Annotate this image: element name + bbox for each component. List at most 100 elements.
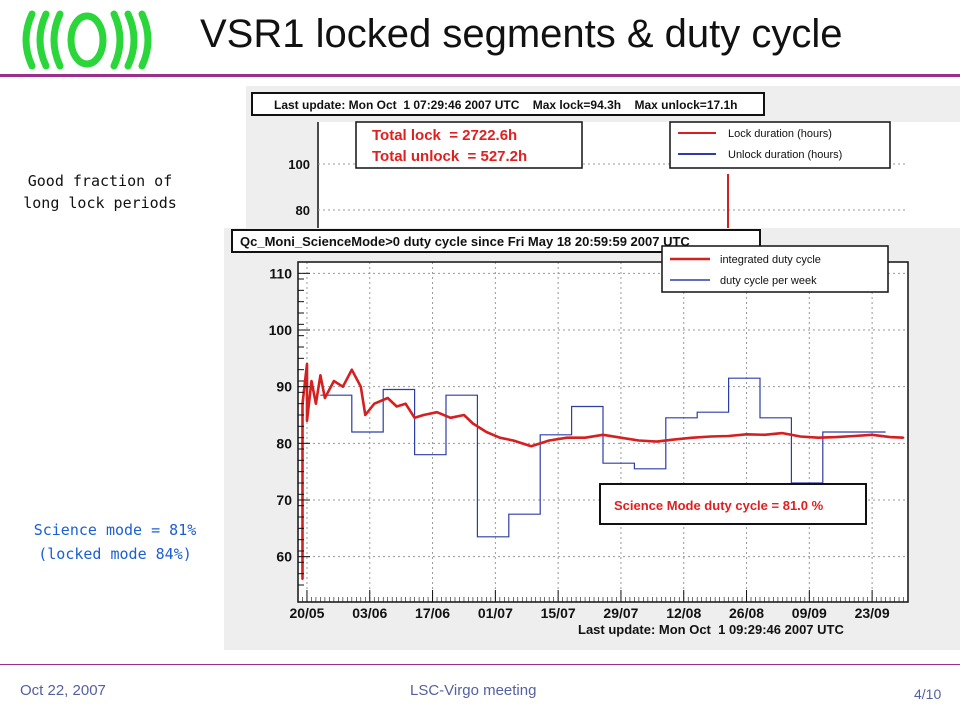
integrated-duty-point (727, 435, 730, 437)
x-tick-label: 29/07 (603, 605, 638, 621)
integrated-duty-point (413, 416, 416, 419)
integrated-duty-point (512, 439, 515, 442)
chart-subtitle: Last update: Mon Oct 1 09:29:46 2007 UTC (578, 622, 844, 637)
integrated-duty-point (395, 405, 398, 408)
chart-title: Qc_Moni_ScienceMode>0 duty cycle since F… (240, 234, 690, 249)
x-tick-label: 20/05 (289, 605, 324, 621)
x-tick-label: 23/09 (855, 605, 890, 621)
y-tick-label: 110 (269, 265, 292, 281)
integrated-duty-point (350, 368, 353, 371)
footer-meeting: LSC-Virgo meeting (410, 682, 537, 699)
integrated-duty-point (306, 363, 308, 365)
integrated-duty-point (637, 439, 640, 442)
science-note: Science mode = 81% (locked mode 84%) (10, 518, 220, 566)
lock-note-line-2: long lock periods (23, 194, 177, 212)
virgo-logo (22, 10, 152, 70)
science-note-line-2: (locked mode 84%) (38, 545, 192, 563)
total-lock-text: Total lock = 2722.6h (372, 127, 517, 144)
x-tick-label: 09/09 (792, 605, 827, 621)
integrated-duty-point (655, 440, 658, 443)
unlock-legend-label: Unlock duration (hours) (728, 149, 842, 161)
integrated-duty-point (485, 431, 488, 433)
integrated-duty-point (359, 385, 362, 388)
weekly-duty-line (320, 377, 886, 538)
lock-totals-box (355, 121, 583, 169)
x-tick-label: 12/08 (666, 605, 701, 621)
integrated-duty-point (364, 414, 367, 416)
footer-date: Oct 22, 2007 (20, 682, 106, 699)
integrated-duty-point (602, 433, 604, 436)
y-tick-label: 80 (276, 435, 292, 451)
lock-note: Good fraction of long lock periods (10, 170, 190, 214)
x-tick-label: 01/07 (478, 605, 513, 621)
lock-header-box (251, 92, 765, 116)
integrated-duty-point (889, 436, 891, 438)
integrated-duty-point (310, 380, 313, 382)
integrated-duty-point (691, 436, 694, 439)
integrated-duty-point (799, 435, 802, 438)
integrated-duty-point (301, 578, 304, 581)
integrated-duty-point (548, 439, 551, 442)
y-tick-label: 90 (276, 379, 292, 395)
footer-divider (0, 664, 960, 665)
science-note-line-1: Science mode = 81% (33, 521, 197, 539)
slide-title: VSR1 locked segments & duty cycle (200, 12, 843, 56)
lock-ytick-100: 100 (288, 157, 310, 172)
integrated-duty-point (422, 414, 425, 416)
integrated-duty-point (673, 438, 676, 441)
integrated-duty-point (315, 402, 317, 405)
integrated-duty-point (341, 385, 344, 388)
integrated-duty-line (301, 362, 904, 580)
integrated-duty-point (781, 432, 784, 435)
integrated-duty-point (463, 414, 465, 416)
chart-legend (661, 245, 889, 293)
x-tick-label: 26/08 (729, 605, 764, 621)
integrated-duty-point (472, 422, 474, 425)
lock-note-line-1: Good fraction of (27, 172, 173, 190)
lock-ytick-80: 80 (296, 203, 310, 218)
duty-cycle-chart: 60 70 80 90 100 110 20/05 03/06 17/06 01/07 15/07… (224, 228, 960, 650)
legend-label-weekly: duty cycle per week (720, 275, 817, 287)
chart-title-box (231, 229, 761, 253)
integrated-duty-point (386, 397, 389, 399)
integrated-duty-point (871, 433, 874, 436)
integrated-duty-point (498, 436, 501, 439)
integrated-duty-point (332, 380, 335, 382)
integrated-duty-point (745, 433, 748, 436)
duty-annotation-box (599, 483, 867, 525)
integrated-duty-point (835, 436, 838, 438)
integrated-duty-point (566, 436, 569, 439)
x-tick-label: 03/06 (352, 605, 387, 621)
weekly-duty-series (320, 377, 886, 538)
integrated-duty-point (902, 436, 905, 439)
integrated-duty-series (301, 362, 905, 581)
total-unlock-text: Total unlock = 527.2h (372, 148, 527, 165)
legend-label-integrated: integrated duty cycle (720, 254, 821, 266)
x-tick-label: 17/06 (415, 605, 450, 621)
y-tick-label: 70 (276, 492, 292, 508)
footer-page-number: 4/10 (914, 686, 942, 702)
integrated-duty-point (319, 374, 322, 377)
lock-duration-plot: Last update: Mon Oct 1 07:29:46 2007 UTC… (246, 86, 960, 228)
integrated-duty-point (324, 397, 326, 399)
y-tick-label: 60 (276, 549, 292, 565)
y-tick-labels: 60 70 80 90 100 110 (269, 265, 293, 564)
integrated-duty-point (436, 411, 438, 414)
title-divider (0, 74, 960, 77)
lock-header-text: Last update: Mon Oct 1 07:29:46 2007 UTC… (274, 98, 738, 112)
integrated-duty-point (373, 402, 376, 405)
integrated-duty-point (620, 436, 622, 439)
x-tick-labels: 20/05 03/06 17/06 01/07 15/07 29/07 12/08 26/08… (289, 605, 889, 621)
integrated-duty-point (817, 436, 820, 439)
integrated-duty-point (584, 436, 586, 439)
integrated-duty-point (709, 435, 712, 438)
axis-ticks (297, 272, 909, 602)
lock-legend-label: Lock duration (hours) (728, 128, 832, 140)
lock-legend-box (669, 121, 891, 169)
duty-annotation: Science Mode duty cycle = 81.0 % (614, 498, 824, 513)
y-tick-label: 100 (269, 322, 293, 338)
integrated-duty-point (404, 402, 407, 405)
x-tick-label: 15/07 (541, 605, 576, 621)
integrated-duty-point (530, 445, 533, 448)
integrated-duty-point (763, 433, 766, 436)
